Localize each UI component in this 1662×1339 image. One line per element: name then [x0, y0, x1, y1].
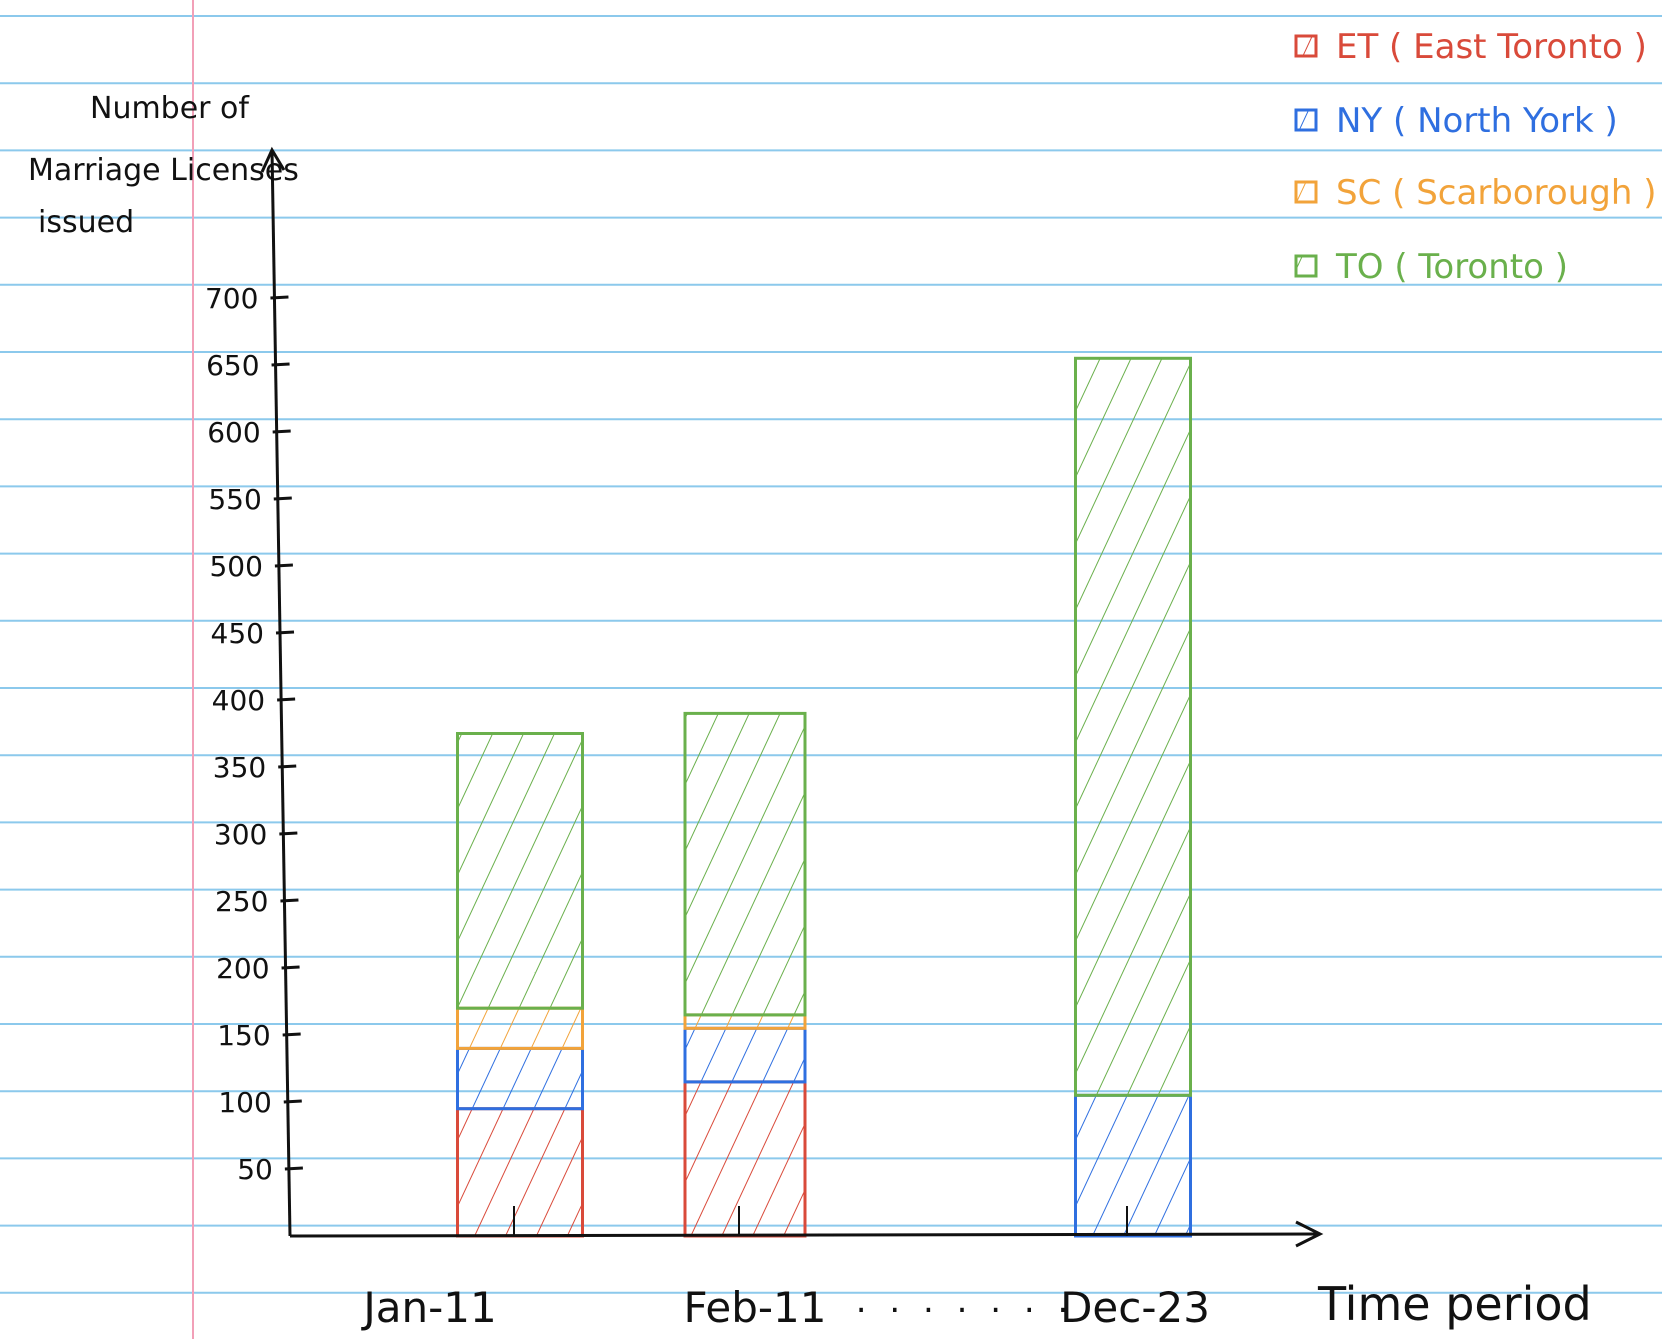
y-tick-mark [275, 630, 295, 635]
bar-dec-23-to [1074, 356, 1192, 1097]
legend-swatch [1294, 180, 1318, 204]
y-tick-label: 650 [206, 349, 259, 382]
x-axis-line [289, 1232, 1321, 1238]
legend-label: ET ( East Toronto ) [1336, 27, 1647, 67]
x-axis-title: Time period [1317, 1277, 1592, 1331]
y-tick-label: 600 [207, 416, 260, 449]
y-axis-line [270, 149, 292, 1237]
y-tick-mark [282, 1032, 301, 1037]
y-tick-mark [281, 965, 300, 970]
bar-jan-11-et [456, 1107, 584, 1238]
y-tick-label: 400 [212, 684, 265, 717]
y-tick-mark [280, 898, 299, 903]
y-tick-label: 700 [205, 282, 258, 315]
legend-label: SC ( Scarborough ) [1336, 173, 1656, 213]
y-tick-mark [272, 429, 291, 434]
legend-item-sc: SC ( Scarborough ) [1294, 173, 1656, 213]
y-tick-mark [277, 697, 296, 702]
legend-swatch [1294, 254, 1318, 278]
bar-jan-11-to [456, 732, 584, 1010]
legend-label: NY ( North York ) [1336, 101, 1618, 141]
x-axis-arrow [1295, 1220, 1324, 1248]
y-axis-title: Number of Marriage Licenses issued [28, 91, 299, 240]
bar-jan-11-sc [456, 1006, 584, 1050]
bar-jan-11-ny [456, 1046, 584, 1111]
y-tick-label: 450 [211, 617, 264, 650]
bars-layer [456, 356, 1192, 1238]
x-axis-ellipsis: . . . . . . . [856, 1281, 1075, 1321]
axes-layer [260, 146, 1324, 1248]
y-axis-arrow [260, 146, 286, 173]
x-tick-label: Dec-23 [1060, 1283, 1210, 1332]
y-tick-label: 100 [218, 1086, 271, 1119]
y-tick-label: 250 [215, 885, 268, 918]
y-tick-mark [273, 496, 292, 501]
y-tick-mark [283, 1099, 302, 1104]
y-ticks-layer: 50 100 150 200 250 300 350 400 450 500 550 600 650 70… [205, 282, 303, 1186]
y-tick-label: 150 [217, 1019, 270, 1052]
y-tick-mark [270, 295, 289, 300]
bar-feb-11-et [683, 1080, 807, 1238]
legend-swatch [1294, 108, 1318, 132]
bar-feb-11-sc [683, 1013, 807, 1030]
x-tick-label: Jan-11 [360, 1283, 496, 1332]
y-tick-label: 550 [208, 483, 261, 516]
legend: ET ( East Toronto ) NY ( North York ) SC (… [1294, 27, 1656, 287]
axis-titles: Time period Number of Marriage Licenses iss… [28, 91, 1592, 1331]
x-labels-layer: Jan-11 Feb-11 Dec-23. . . . . . . [360, 1281, 1210, 1332]
y-tick-mark [279, 831, 298, 836]
y-tick-mark [284, 1166, 303, 1171]
y-tick-label: 50 [237, 1153, 273, 1186]
bar-dec-23-ny [1074, 1093, 1192, 1238]
y-tick-mark [274, 563, 293, 568]
legend-item-et: ET ( East Toronto ) [1294, 27, 1647, 67]
bar-feb-11-to [683, 711, 807, 1017]
y-tick-mark [278, 764, 297, 769]
bar-feb-11-ny [683, 1026, 807, 1084]
y-tick-label: 200 [216, 952, 269, 985]
y-tick-mark [271, 362, 290, 367]
y-tick-label: 500 [209, 550, 262, 583]
legend-swatch [1294, 34, 1318, 58]
x-tick-label: Feb-11 [684, 1283, 827, 1332]
y-tick-label: 300 [214, 818, 267, 851]
legend-label: TO ( Toronto ) [1335, 247, 1568, 287]
legend-item-ny: NY ( North York ) [1294, 101, 1618, 141]
y-tick-label: 350 [213, 751, 266, 784]
legend-item-to: TO ( Toronto ) [1294, 247, 1568, 287]
